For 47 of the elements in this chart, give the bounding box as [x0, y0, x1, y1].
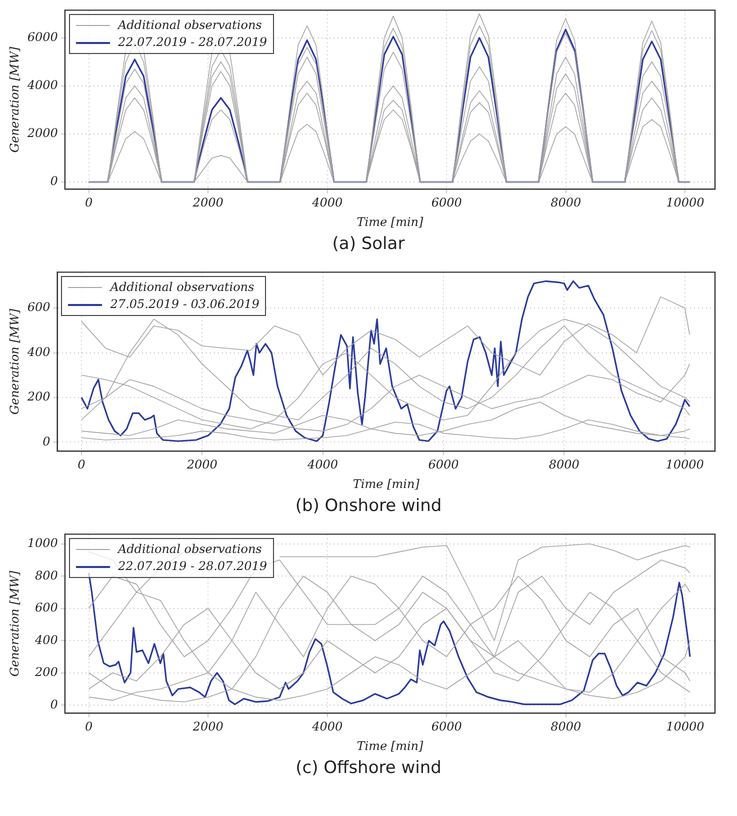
x-axis-title: Time [min]	[356, 214, 424, 229]
y-axis-title: Generation [MW]	[7, 308, 22, 415]
y-tick-label: 0	[50, 697, 58, 712]
text: (a) Solar	[331, 233, 406, 256]
legend-label: 22.07.2019 - 28.07.2019	[118, 558, 268, 576]
x-tick-label: 10000	[666, 720, 705, 734]
x-tick-label: 4000	[311, 720, 343, 734]
x-tick-label: 2000	[192, 196, 224, 210]
y-tick-label: 600	[35, 600, 58, 615]
x-axis-title: Time [min]	[356, 738, 424, 753]
x-tick-label: 0	[84, 720, 93, 734]
y-tick-label: 400	[34, 632, 58, 647]
y-tick-label: 2000	[26, 126, 58, 140]
x-tick-label: 4000	[306, 458, 338, 472]
y-tick-label: 6000	[27, 30, 58, 44]
y-tick-label: 1000	[27, 536, 58, 550]
x-tick-label: 10000	[666, 196, 705, 210]
x-tick-label: 8000	[550, 720, 582, 734]
y-tick-label: 4000	[26, 78, 58, 92]
legend-label: 22.07.2019 - 28.07.2019	[118, 34, 268, 52]
y-axis-title: Generation [MW]	[7, 46, 22, 153]
y-tick-label: 400	[26, 344, 51, 359]
x-tick-label: 0	[84, 196, 93, 210]
text: (c) Offshore wind	[294, 757, 442, 780]
x-tick-label: 6000	[431, 720, 462, 734]
legend-label: Additional observations	[110, 279, 254, 296]
y-tick-label: 600	[27, 300, 51, 314]
y-tick-label: 0	[50, 174, 58, 188]
legend-label: 27.05.2019 - 03.06.2019	[110, 296, 260, 314]
x-tick-label: 0	[78, 458, 86, 472]
x-tick-label: 2000	[186, 458, 218, 472]
y-tick-label: 0	[42, 434, 51, 448]
legend-label: Additional observations	[118, 17, 262, 34]
x-tick-label: 8000	[550, 196, 582, 210]
y-axis-title: Generation [MW]	[7, 570, 22, 677]
y-tick-label: 800	[35, 568, 58, 582]
y-tick-label: 200	[34, 665, 58, 680]
legend-label: Additional observations	[118, 541, 262, 558]
x-tick-label: 6000	[431, 196, 462, 210]
x-tick-label: 4000	[311, 196, 343, 210]
x-tick-label: 2000	[192, 720, 224, 734]
x-axis-title: Time [min]	[352, 476, 420, 491]
text: (b) Onshore wind	[294, 495, 443, 518]
y-tick-label: 200	[26, 390, 51, 404]
x-tick-label: 8000	[548, 458, 580, 472]
x-tick-label: 6000	[428, 458, 460, 472]
x-tick-label: 10000	[666, 458, 704, 472]
